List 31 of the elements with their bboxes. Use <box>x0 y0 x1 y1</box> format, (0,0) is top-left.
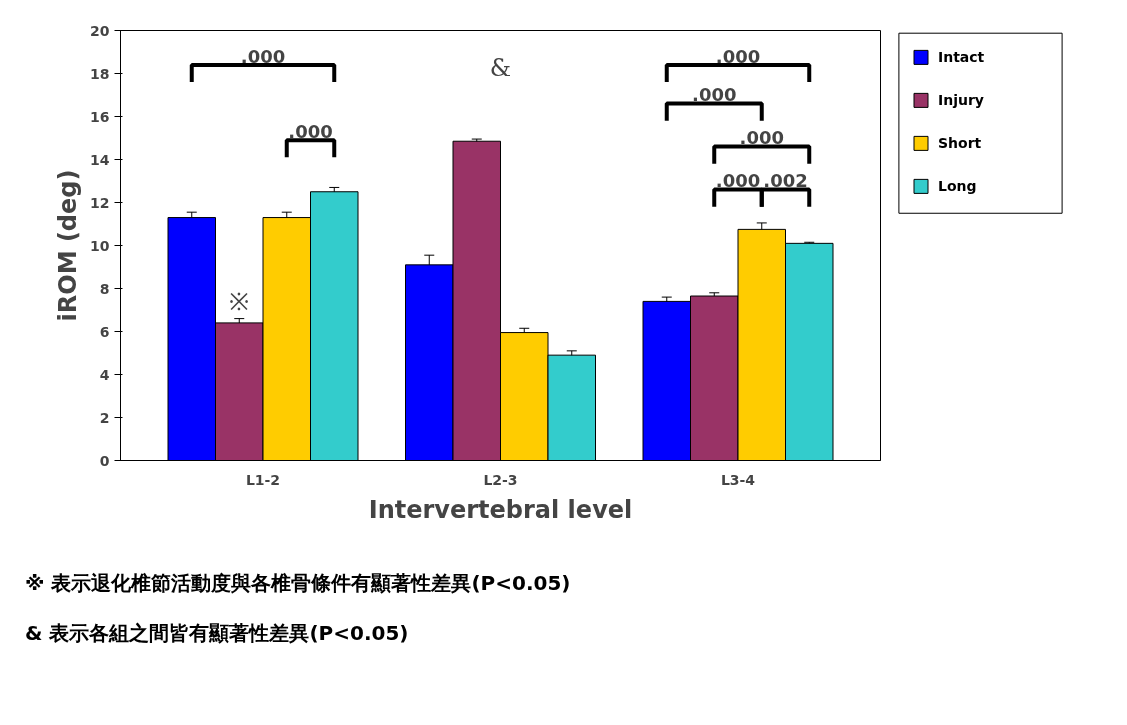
y-tick-label: 14 <box>90 151 110 168</box>
annotation: .000 <box>715 45 761 67</box>
annotation: & <box>489 54 512 83</box>
x-tick-label: L3-4 <box>720 471 756 488</box>
y-tick-label: 12 <box>90 194 110 211</box>
annotation: .000 <box>288 121 333 142</box>
y-tick-label: 20 <box>90 22 110 39</box>
annotation: .000 <box>715 170 761 192</box>
legend-label: Injury <box>938 92 984 109</box>
legend-label: Short <box>938 135 982 152</box>
text: ※ 表示退化椎節活動度與各椎骨條件有顯著性差異(P<0.05) <box>25 570 571 597</box>
annotation: .002 <box>763 170 808 192</box>
x-tick-label: L2-3 <box>483 471 518 488</box>
annotation: .000 <box>240 45 286 67</box>
y-tick-label: 10 <box>90 237 110 254</box>
x-tick-label: L1-2 <box>245 471 281 488</box>
y-axis-title: iROM (deg) <box>54 169 83 322</box>
legend-label: Long <box>938 178 977 195</box>
y-tick-label: 4 <box>99 366 110 383</box>
annotation: ※ <box>229 288 250 317</box>
y-tick-label: 2 <box>99 409 110 426</box>
y-tick-label: 6 <box>99 323 110 340</box>
legend-label: Intact <box>938 49 985 66</box>
text: & 表示各組之間皆有顯著性差異(P<0.05) <box>25 620 409 647</box>
y-tick-label: 16 <box>90 108 110 125</box>
annotation: .000 <box>692 84 737 106</box>
y-tick-label: 8 <box>99 280 110 297</box>
x-axis-title: Intervertebral level <box>368 495 633 524</box>
y-tick-label: 18 <box>90 65 110 82</box>
y-tick-label: 0 <box>99 452 110 469</box>
annotation: .000 <box>739 127 784 149</box>
